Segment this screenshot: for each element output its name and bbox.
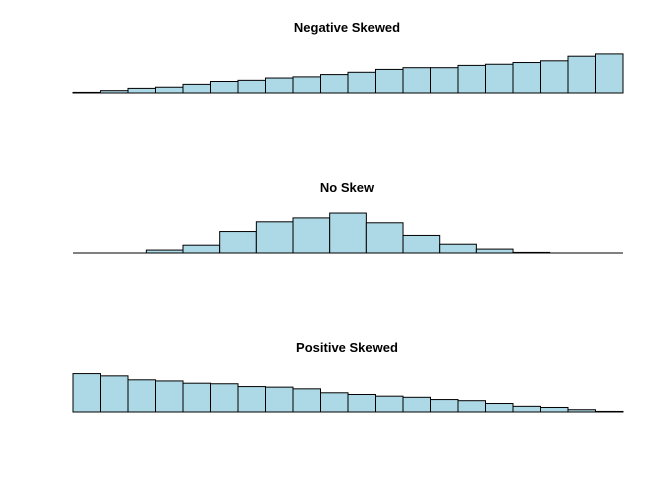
histogram-bar bbox=[237, 386, 266, 413]
histogram-bar bbox=[320, 392, 349, 413]
histogram-bar bbox=[100, 375, 129, 413]
histogram-bar bbox=[457, 400, 486, 413]
histogram-bar bbox=[485, 63, 514, 94]
histogram-bar bbox=[439, 243, 477, 254]
histogram-bar bbox=[457, 64, 486, 94]
histogram-bar bbox=[475, 248, 514, 254]
histogram-bar bbox=[540, 60, 569, 94]
histogram-bar bbox=[375, 395, 404, 413]
histogram-bar bbox=[347, 71, 376, 94]
histogram-bar bbox=[402, 234, 441, 254]
histogram-bar bbox=[219, 231, 257, 254]
histogram-bar bbox=[402, 67, 431, 94]
histogram-bar bbox=[72, 373, 101, 413]
histogram-bar bbox=[320, 74, 349, 94]
histogram-bar bbox=[182, 244, 221, 254]
histogram-bar bbox=[567, 409, 596, 413]
histogram-bar bbox=[347, 393, 376, 413]
histogram-bar bbox=[265, 77, 294, 94]
histogram-bar bbox=[430, 399, 459, 413]
histogram-bar bbox=[72, 91, 101, 94]
histogram-bar bbox=[237, 79, 266, 94]
panel-positive-skewed: Positive Skewed bbox=[72, 340, 624, 413]
histogram-bar bbox=[265, 386, 294, 413]
histogram-bar bbox=[100, 90, 129, 94]
histogram-bar bbox=[210, 81, 239, 94]
histogram-bar bbox=[595, 53, 624, 94]
panel-title: Positive Skewed bbox=[296, 340, 398, 355]
histogram-bar bbox=[375, 68, 404, 94]
panel-title: Negative Skewed bbox=[294, 20, 400, 35]
histogram-bar bbox=[485, 403, 514, 413]
histogram-bar bbox=[595, 410, 624, 413]
histogram-bar bbox=[567, 55, 596, 94]
histogram-bar bbox=[540, 406, 569, 413]
histogram-bar bbox=[127, 379, 156, 413]
histogram-bar bbox=[512, 251, 551, 254]
histogram-bar bbox=[145, 249, 184, 254]
histogram-bar bbox=[512, 405, 541, 413]
histogram-bar bbox=[430, 67, 459, 94]
histogram-bar bbox=[292, 217, 331, 254]
histogram-bar bbox=[402, 396, 431, 413]
histogram-bar bbox=[127, 87, 156, 94]
histogram-bar bbox=[292, 388, 321, 413]
panel-title: No Skew bbox=[320, 180, 375, 195]
histogram-bar bbox=[365, 222, 404, 254]
histogram-bar bbox=[182, 83, 211, 94]
histogram-bar bbox=[182, 382, 211, 413]
panel-negative-skewed: Negative Skewed bbox=[72, 20, 624, 94]
histogram-bar bbox=[155, 86, 184, 94]
panel-no-skew: No Skew bbox=[73, 180, 623, 254]
histogram-bar bbox=[292, 76, 321, 94]
histogram-bar bbox=[512, 62, 541, 94]
histogram-bar bbox=[210, 383, 239, 413]
histogram-bar bbox=[329, 212, 367, 254]
histogram-bar bbox=[155, 380, 184, 413]
histogram-bar bbox=[255, 221, 294, 254]
